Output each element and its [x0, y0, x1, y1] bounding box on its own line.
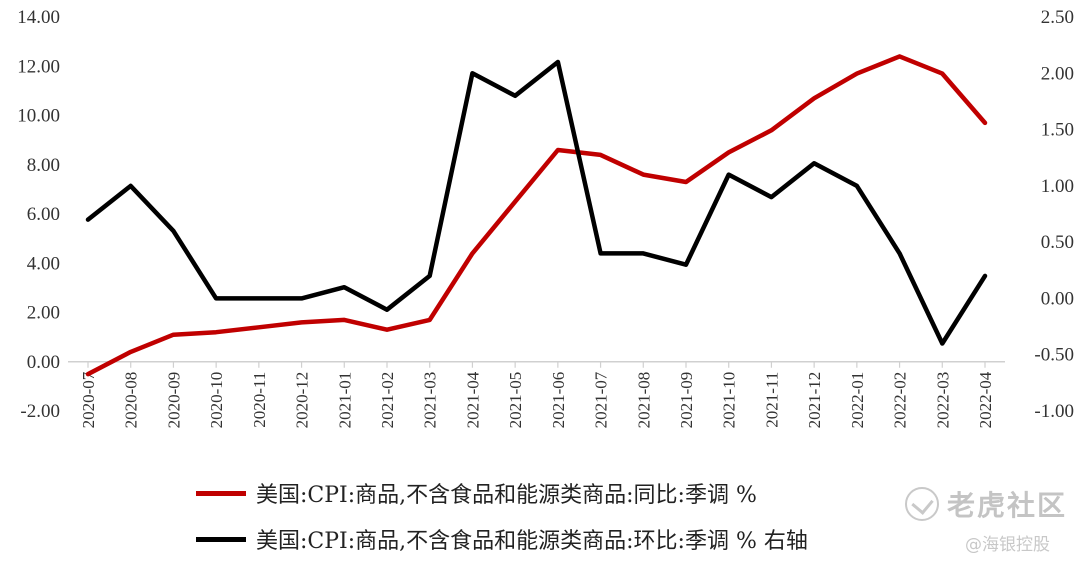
left-axis-ticks: -2.00 0.00 2.00 4.00 6.00 8.00 10.00 12.00 14.00 — [17, 7, 60, 422]
x-tick-label: 2020-07 — [79, 371, 98, 428]
legend-swatch-mom — [196, 536, 246, 542]
x-tick-label: 2021-09 — [677, 372, 696, 429]
legend-label-mom: 美国:CPI:商品,不含食品和能源类商品:环比:季调 % 右轴 — [256, 529, 808, 554]
x-tick-label: 2021-12 — [805, 372, 824, 429]
legend-item-yoy: 美国:CPI:商品,不含食品和能源类商品:同比:季调 % — [196, 470, 808, 516]
left-tick-label: 12.00 — [17, 56, 60, 77]
left-tick-label: 14.00 — [17, 7, 60, 28]
x-axis-ticks: 2020-07 2020-08 2020-09 2020-10 2020-11 2020-… — [79, 361, 995, 429]
watermark: 老虎社区 @海银控股 — [905, 484, 1068, 555]
x-tick-label: 2021-05 — [506, 372, 525, 429]
right-tick-label: 0.50 — [1041, 232, 1074, 253]
left-tick-label: 8.00 — [27, 155, 60, 176]
x-tick-label: 2021-04 — [463, 371, 482, 428]
x-tick-label: 2021-06 — [549, 372, 568, 429]
x-tick-label: 2021-08 — [634, 372, 653, 429]
right-tick-label: 0.00 — [1041, 288, 1074, 309]
left-tick-label: 0.00 — [27, 352, 60, 373]
right-tick-label: -0.50 — [1034, 345, 1074, 366]
right-tick-label: 1.50 — [1041, 120, 1074, 141]
x-tick-label: 2021-07 — [592, 371, 611, 428]
x-tick-label: 2021-02 — [378, 372, 397, 429]
left-tick-label: -2.00 — [20, 401, 60, 422]
x-tick-label: 2021-10 — [720, 372, 739, 429]
right-tick-label: 2.00 — [1041, 63, 1074, 84]
right-tick-label: -1.00 — [1034, 401, 1074, 422]
x-tick-label: 2020-12 — [293, 372, 312, 429]
x-tick-label: 2022-01 — [848, 372, 867, 429]
legend: 美国:CPI:商品,不含食品和能源类商品:同比:季调 % 美国:CPI:商品,不… — [196, 470, 808, 562]
legend-swatch-yoy — [196, 490, 246, 496]
series-line-mom — [85, 59, 988, 346]
left-tick-label: 4.00 — [27, 253, 60, 274]
left-tick-label: 10.00 — [17, 106, 60, 127]
watermark-brand: 老虎社区 — [947, 489, 1068, 522]
left-tick-label: 6.00 — [27, 204, 60, 225]
right-tick-label: 1.00 — [1041, 176, 1074, 197]
x-tick-label: 2022-03 — [933, 372, 952, 429]
right-tick-label: 2.50 — [1041, 7, 1074, 28]
x-tick-label: 2020-09 — [164, 372, 183, 429]
right-axis-ticks: -1.00 -0.50 0.00 0.50 1.00 1.50 2.00 2.50 — [1034, 7, 1074, 422]
legend-label-yoy: 美国:CPI:商品,不含食品和能源类商品:同比:季调 % — [256, 483, 757, 508]
series-line-yoy — [85, 54, 988, 377]
x-tick-label: 2021-03 — [421, 372, 440, 429]
x-tick-label: 2022-02 — [891, 372, 910, 429]
x-tick-label: 2021-11 — [762, 372, 781, 428]
tiger-logo-icon — [905, 487, 939, 521]
x-tick-label: 2020-11 — [250, 372, 269, 428]
series-lines — [85, 54, 988, 377]
line-chart: -2.00 0.00 2.00 4.00 6.00 8.00 10.00 12.00 14.00… — [17, 7, 1074, 429]
x-tick-label: 2020-08 — [122, 372, 141, 429]
watermark-author: @海银控股 — [965, 535, 1050, 555]
x-tick-label: 2020-10 — [207, 372, 226, 429]
legend-item-mom: 美国:CPI:商品,不含食品和能源类商品:环比:季调 % 右轴 — [196, 516, 808, 562]
x-tick-label: 2022-04 — [976, 371, 995, 428]
x-tick-label: 2021-01 — [335, 372, 354, 429]
left-tick-label: 2.00 — [27, 303, 60, 324]
